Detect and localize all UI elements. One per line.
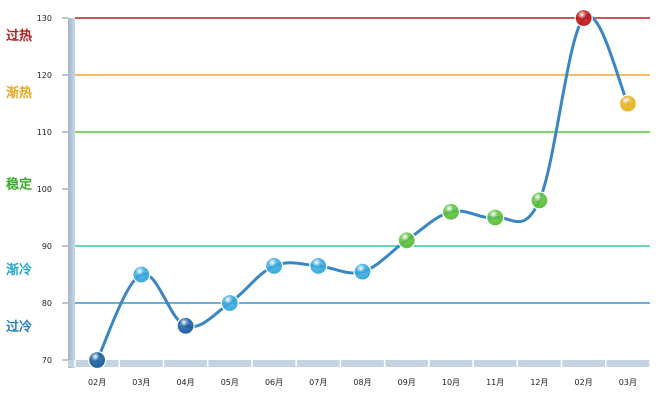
data-point[interactable] — [486, 208, 505, 227]
x-tick-label: 09月 — [398, 378, 416, 387]
x-tick-label: 03月 — [132, 378, 150, 387]
data-point[interactable] — [397, 231, 416, 250]
y-tick-label: 120 — [37, 71, 52, 80]
x-tick-label: 08月 — [353, 378, 371, 387]
data-point[interactable] — [309, 256, 328, 276]
data-point[interactable] — [132, 265, 151, 284]
data-point[interactable] — [353, 262, 372, 281]
y-tick-label: 100 — [37, 185, 52, 194]
zone-label: 渐冷 — [6, 262, 32, 278]
data-point[interactable] — [530, 191, 549, 210]
x-tick-label: 10月 — [442, 378, 460, 387]
y-tick-label: 110 — [37, 128, 52, 137]
zone-label: 过热 — [6, 28, 32, 44]
data-point[interactable] — [88, 350, 107, 370]
data-point[interactable] — [264, 256, 284, 276]
y-tick-label: 80 — [42, 299, 52, 308]
zone-label: 渐热 — [6, 85, 32, 101]
data-point[interactable] — [574, 8, 593, 28]
x-tick-label: 05月 — [221, 378, 239, 387]
y-tick-label: 130 — [37, 14, 52, 23]
data-point[interactable] — [176, 316, 195, 335]
data-point[interactable] — [618, 94, 637, 113]
x-tick-label: 04月 — [176, 378, 194, 387]
x-tick-label: 07月 — [309, 378, 327, 387]
x-tick-label: 06月 — [265, 378, 283, 387]
x-tick-label: 03月 — [619, 378, 637, 387]
zone-label: 稳定 — [6, 176, 32, 192]
data-point[interactable] — [220, 293, 239, 313]
x-tick-label: 02月 — [575, 378, 593, 387]
x-tick-label: 12月 — [530, 378, 548, 387]
data-point[interactable] — [441, 202, 461, 221]
y-tick-label: 70 — [42, 356, 52, 365]
y-tick-label: 90 — [42, 242, 52, 251]
series-line — [95, 14, 630, 362]
y-axis-bar — [68, 18, 75, 368]
x-axis-bar — [68, 360, 650, 367]
zone-label: 过冷 — [6, 319, 32, 335]
x-tick-label: 02月 — [88, 378, 106, 387]
x-tick-label: 11月 — [486, 378, 504, 387]
